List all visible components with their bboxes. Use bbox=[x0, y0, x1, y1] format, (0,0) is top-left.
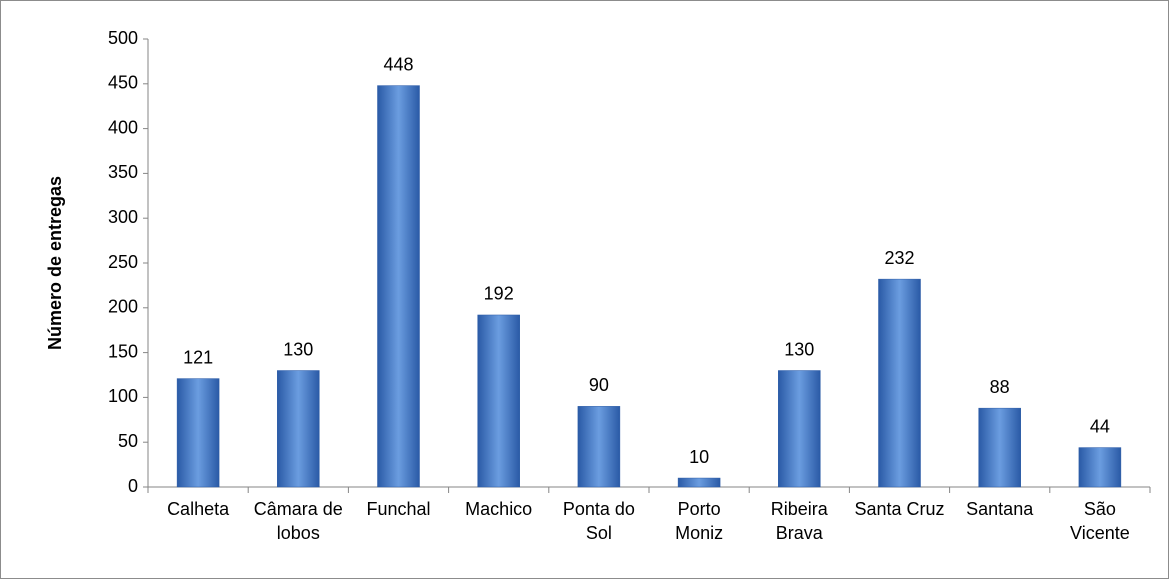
y-tick-label: 100 bbox=[108, 386, 138, 406]
y-tick-label: 50 bbox=[118, 431, 138, 451]
bar bbox=[778, 370, 821, 488]
x-tick-label: Santa Cruz bbox=[854, 499, 945, 519]
bar bbox=[878, 278, 921, 488]
data-label: 130 bbox=[283, 339, 313, 359]
data-label: 192 bbox=[484, 284, 514, 304]
x-tick-label: Porto Moniz bbox=[675, 499, 724, 543]
x-tick-label: Machico bbox=[465, 499, 533, 519]
y-axis-title: Número de entregas bbox=[45, 176, 65, 350]
x-tick-label: Câmara de lobos bbox=[253, 499, 343, 543]
bar bbox=[577, 406, 621, 488]
data-label: 448 bbox=[383, 54, 413, 74]
bar bbox=[477, 314, 520, 488]
x-tick-label: Ponta do Sol bbox=[562, 499, 635, 543]
bar bbox=[1078, 447, 1122, 488]
x-tick-label: Calheta bbox=[167, 499, 230, 519]
y-tick-label: 150 bbox=[108, 341, 138, 361]
x-tick-label: Santana bbox=[966, 499, 1034, 519]
data-label: 130 bbox=[784, 339, 814, 359]
x-tick-label: Ribeira Brava bbox=[770, 499, 828, 543]
y-tick-label: 250 bbox=[108, 252, 138, 272]
y-tick-label: 200 bbox=[108, 297, 138, 317]
data-label: 121 bbox=[183, 347, 213, 367]
y-tick-label: 300 bbox=[108, 207, 138, 227]
bar bbox=[978, 407, 1021, 488]
y-tick-label: 450 bbox=[108, 73, 138, 93]
bar bbox=[176, 378, 220, 488]
bar bbox=[677, 477, 721, 488]
bar bbox=[377, 85, 420, 488]
y-tick-label: 350 bbox=[108, 162, 138, 182]
data-label: 44 bbox=[1090, 416, 1110, 436]
y-tick-label: 500 bbox=[108, 28, 138, 48]
y-tick-label: 400 bbox=[108, 117, 138, 137]
y-tick-label: 0 bbox=[128, 476, 138, 496]
data-label: 90 bbox=[589, 375, 609, 395]
data-label: 88 bbox=[990, 377, 1010, 397]
bar bbox=[277, 370, 320, 488]
data-label: 10 bbox=[689, 447, 709, 467]
data-label: 232 bbox=[884, 248, 914, 268]
x-tick-label: São Vicente bbox=[1070, 499, 1130, 543]
x-tick-label: Funchal bbox=[366, 499, 431, 519]
